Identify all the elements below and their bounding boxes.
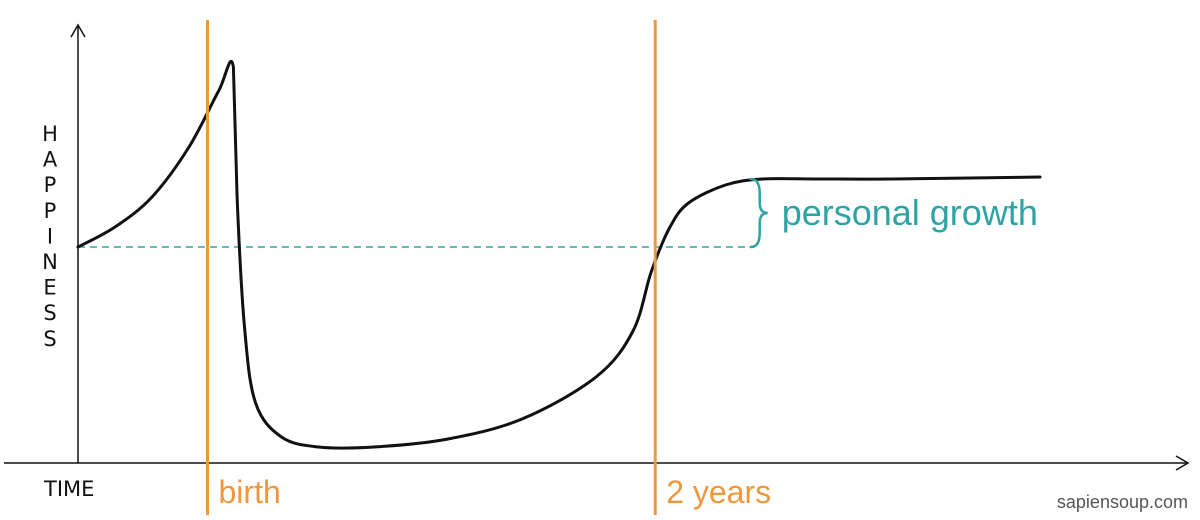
y-axis-label-letter-5: N bbox=[42, 250, 58, 274]
happiness-curve-0 bbox=[76, 59, 1042, 450]
y-axis-label-letter-0: H bbox=[42, 122, 58, 146]
annotation-label: personal growth bbox=[782, 192, 1038, 233]
marker-label-0: birth bbox=[219, 474, 281, 510]
y-axis-arrow bbox=[70, 23, 86, 38]
y-axis-label-letter-4: I bbox=[47, 224, 53, 248]
marker-label-1: 2 years bbox=[666, 474, 771, 510]
y-axis-label-letter-8: S bbox=[43, 327, 56, 351]
y-axis-label-letter-3: P bbox=[44, 199, 57, 223]
y-axis-label-letter-1: A bbox=[43, 148, 58, 172]
marker-layer: birth 2 years bbox=[206, 20, 771, 515]
y-axis-label-letter-6: E bbox=[43, 276, 56, 300]
x-axis-label: TIME bbox=[43, 477, 94, 501]
curve-layer bbox=[76, 59, 1042, 450]
y-axis-label-letter-2: P bbox=[44, 173, 57, 197]
x-axis-arrow bbox=[1175, 455, 1190, 471]
annotation-brace bbox=[749, 177, 768, 249]
y-axis-label-letter-7: S bbox=[43, 301, 56, 325]
credit-text: sapiensoup.com bbox=[1057, 492, 1188, 512]
annotation-layer: personal growth bbox=[749, 177, 1038, 249]
axes bbox=[4, 23, 1190, 471]
